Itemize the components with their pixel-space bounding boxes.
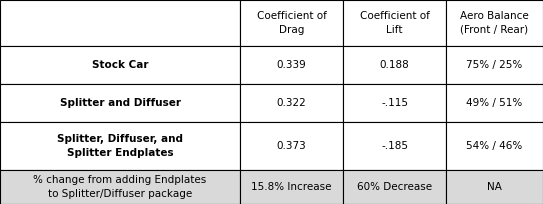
Bar [240,170,343,204]
Text: 0.339: 0.339 [276,60,306,70]
Bar [446,46,543,84]
Text: % change from adding Endplates
to Splitter/Diffuser package: % change from adding Endplates to Splitt… [33,175,207,199]
Bar [446,84,543,122]
Text: -.115: -.115 [381,98,408,108]
Bar [446,122,543,170]
Bar [343,122,446,170]
Bar [240,46,343,84]
Bar [0,170,240,204]
Bar [240,0,343,46]
Text: Aero Balance
(Front / Rear): Aero Balance (Front / Rear) [460,11,529,35]
Text: 60% Decrease: 60% Decrease [357,182,432,192]
Text: NA: NA [487,182,502,192]
Text: 0.322: 0.322 [276,98,306,108]
Bar [446,0,543,46]
Bar [343,46,446,84]
Text: Coefficient of
Drag: Coefficient of Drag [256,11,326,35]
Bar [343,0,446,46]
Text: 15.8% Increase: 15.8% Increase [251,182,332,192]
Bar [0,84,240,122]
Bar [343,170,446,204]
Bar [0,46,240,84]
Text: 49% / 51%: 49% / 51% [466,98,522,108]
Text: Stock Car: Stock Car [92,60,148,70]
Bar [240,122,343,170]
Text: 75% / 25%: 75% / 25% [466,60,522,70]
Bar [446,170,543,204]
Text: 54% / 46%: 54% / 46% [466,141,522,151]
Text: Splitter, Diffuser, and
Splitter Endplates: Splitter, Diffuser, and Splitter Endplat… [57,134,183,158]
Bar [0,122,240,170]
Bar [0,0,240,46]
Text: 0.188: 0.188 [380,60,409,70]
Text: -.185: -.185 [381,141,408,151]
Text: Splitter and Diffuser: Splitter and Diffuser [60,98,180,108]
Text: Coefficient of
Lift: Coefficient of Lift [359,11,430,35]
Bar [240,84,343,122]
Bar [343,84,446,122]
Text: 0.373: 0.373 [276,141,306,151]
